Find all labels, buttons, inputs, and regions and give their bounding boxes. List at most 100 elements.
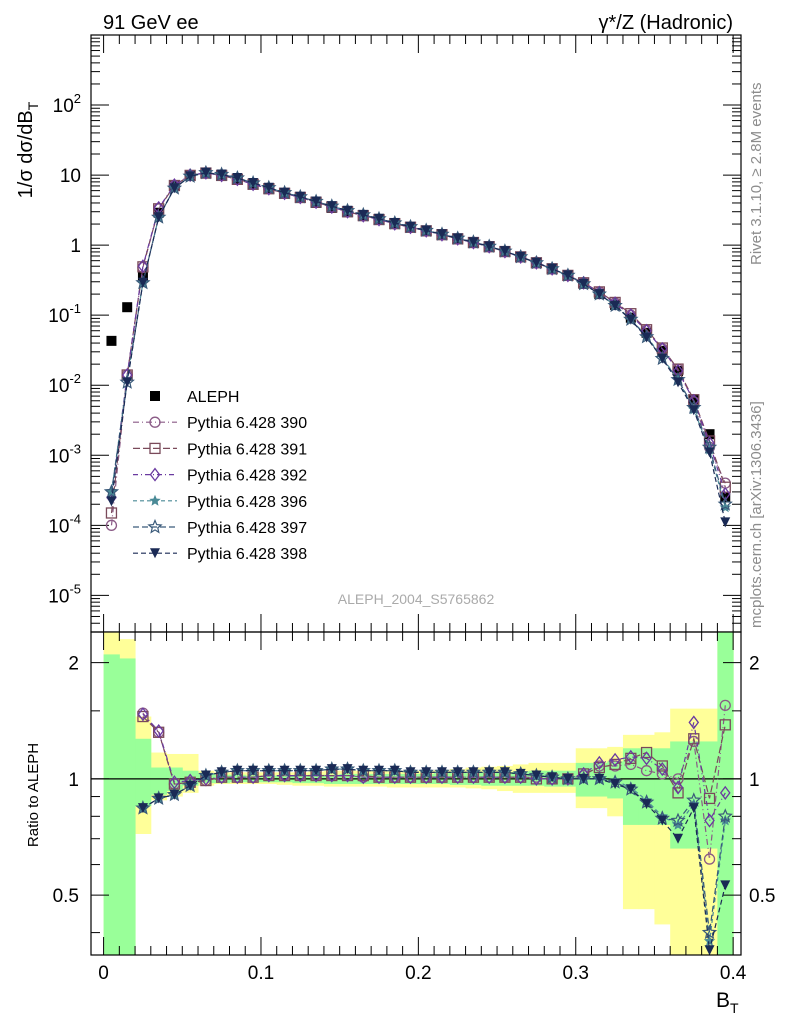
ratio-data-point xyxy=(640,765,653,777)
legend-label: Pythia 6.428 398 xyxy=(187,546,307,563)
ratio-data-point xyxy=(421,767,432,778)
main-data-point xyxy=(374,213,385,224)
ratio-band-green xyxy=(119,658,136,955)
main-data-point xyxy=(405,221,416,232)
ratio-data-point xyxy=(484,767,495,778)
x-tick-label: 0.2 xyxy=(405,963,431,984)
main-data-point xyxy=(562,270,573,281)
ratio-band-green xyxy=(150,767,168,795)
ratio-data-point xyxy=(656,762,668,777)
ratio-data-point xyxy=(405,767,416,778)
ratio-data-point xyxy=(657,815,668,826)
main-data-point xyxy=(169,183,180,194)
ratio-data-point xyxy=(515,768,526,779)
main-data-point xyxy=(547,263,558,274)
main-y-tick-label: 10-3 xyxy=(48,441,81,467)
ratio-data-point xyxy=(389,765,400,776)
plot-title-right: γ*/Z (Hadronic) xyxy=(599,12,733,34)
ratio-data-point xyxy=(436,767,447,778)
legend-entry-4: Pythia 6.428 396 xyxy=(133,494,307,511)
ratio-data-point xyxy=(562,773,573,784)
ratio-data-point xyxy=(358,765,369,776)
legend-marker xyxy=(149,442,161,455)
legend-label: Pythia 6.428 392 xyxy=(187,468,307,485)
ratio-data-point xyxy=(468,767,479,778)
main-data-point xyxy=(185,171,196,182)
main-data-point xyxy=(578,278,589,289)
ratio-data-point xyxy=(717,808,733,823)
ratio-series-5 xyxy=(137,764,731,956)
main-data-point xyxy=(153,212,164,223)
ratio-y-tick-label-right: 0.5 xyxy=(749,886,775,907)
ratio-data-point xyxy=(452,767,463,778)
main-data-point xyxy=(342,205,353,216)
main-data-point xyxy=(484,241,495,252)
main-y-tick-label: 102 xyxy=(53,91,81,117)
main-data-point xyxy=(106,496,117,507)
ratio-y-tick-label: 2 xyxy=(68,654,79,675)
ratio-series-line xyxy=(142,713,726,823)
ratio-data-point xyxy=(673,833,684,844)
ratio-data-point xyxy=(672,780,684,795)
main-series-6 xyxy=(106,167,731,528)
ratio-data-point xyxy=(137,707,149,722)
ratio-band-green xyxy=(638,748,655,825)
ratio-data-point xyxy=(719,785,731,800)
main-y-tick-label: 10 xyxy=(60,166,81,187)
legend-marker xyxy=(149,467,161,482)
ratio-data-point xyxy=(342,764,353,775)
ratio-y-tick-label-right: 2 xyxy=(749,654,760,675)
main-y-axis-label: 1/σ dσ/dBT xyxy=(15,101,41,198)
main-data-point xyxy=(105,519,118,531)
ratio-data-point xyxy=(704,813,715,828)
ratio-data-point xyxy=(263,765,274,776)
main-y-axis-label-text: 1/σ dσ/dBT xyxy=(15,101,41,198)
ratio-data-point xyxy=(641,799,652,810)
ratio-data-point xyxy=(216,767,227,778)
main-series-line xyxy=(110,172,726,523)
legend-entry-2: Pythia 6.428 391 xyxy=(133,441,307,458)
main-data-point xyxy=(295,191,306,202)
x-tick-label: 0.4 xyxy=(720,963,747,984)
ratio-data-point xyxy=(720,880,731,891)
ratio-data-point xyxy=(703,935,716,947)
ratio-data-point xyxy=(137,710,149,723)
ratio-data-point xyxy=(609,752,621,767)
main-data-point xyxy=(688,394,699,405)
ratio-data-point xyxy=(672,787,684,799)
x-axis-label: BT xyxy=(716,989,739,1016)
legend-label: Pythia 6.428 396 xyxy=(187,494,307,511)
main-data-point xyxy=(531,257,542,268)
ratio-data-point xyxy=(594,773,605,784)
main-series-4 xyxy=(105,166,731,513)
legend-marker xyxy=(149,416,161,428)
main-data-point xyxy=(105,507,118,519)
ratio-data-point xyxy=(640,746,653,759)
main-data-point xyxy=(137,259,149,274)
ratio-data-point xyxy=(594,755,605,770)
main-data-point xyxy=(106,335,117,346)
ratio-y-axis-label: Ratio to ALEPH xyxy=(25,743,42,847)
main-data-point xyxy=(673,377,684,388)
ratio-data-point xyxy=(232,765,243,776)
main-data-point xyxy=(515,251,526,262)
plot-title-left: 91 GeV ee xyxy=(103,12,199,34)
main-y-tick-label: 10-2 xyxy=(48,371,81,397)
legend-marker xyxy=(150,548,160,559)
main-data-point xyxy=(263,182,274,193)
legend-entry-6: Pythia 6.428 398 xyxy=(133,546,307,563)
main-data-point xyxy=(103,483,120,499)
analysis-watermark: ALEPH_2004_S5765862 xyxy=(338,591,495,607)
main-data-point xyxy=(232,172,243,183)
ratio-data-point xyxy=(326,764,337,775)
ratio-data-point xyxy=(719,699,731,711)
legend-label: Pythia 6.428 397 xyxy=(187,520,307,537)
ratio-data-point xyxy=(672,773,684,785)
x-tick-label: 0.1 xyxy=(248,963,274,984)
main-data-point xyxy=(326,201,337,212)
legend-label: Pythia 6.428 390 xyxy=(187,415,307,432)
legend-label: Pythia 6.428 391 xyxy=(187,441,307,458)
rivet-version-label: Rivet 3.1.10, ≥ 2.8M events xyxy=(748,83,765,266)
main-data-point xyxy=(704,429,715,440)
ratio-data-point xyxy=(279,765,290,776)
